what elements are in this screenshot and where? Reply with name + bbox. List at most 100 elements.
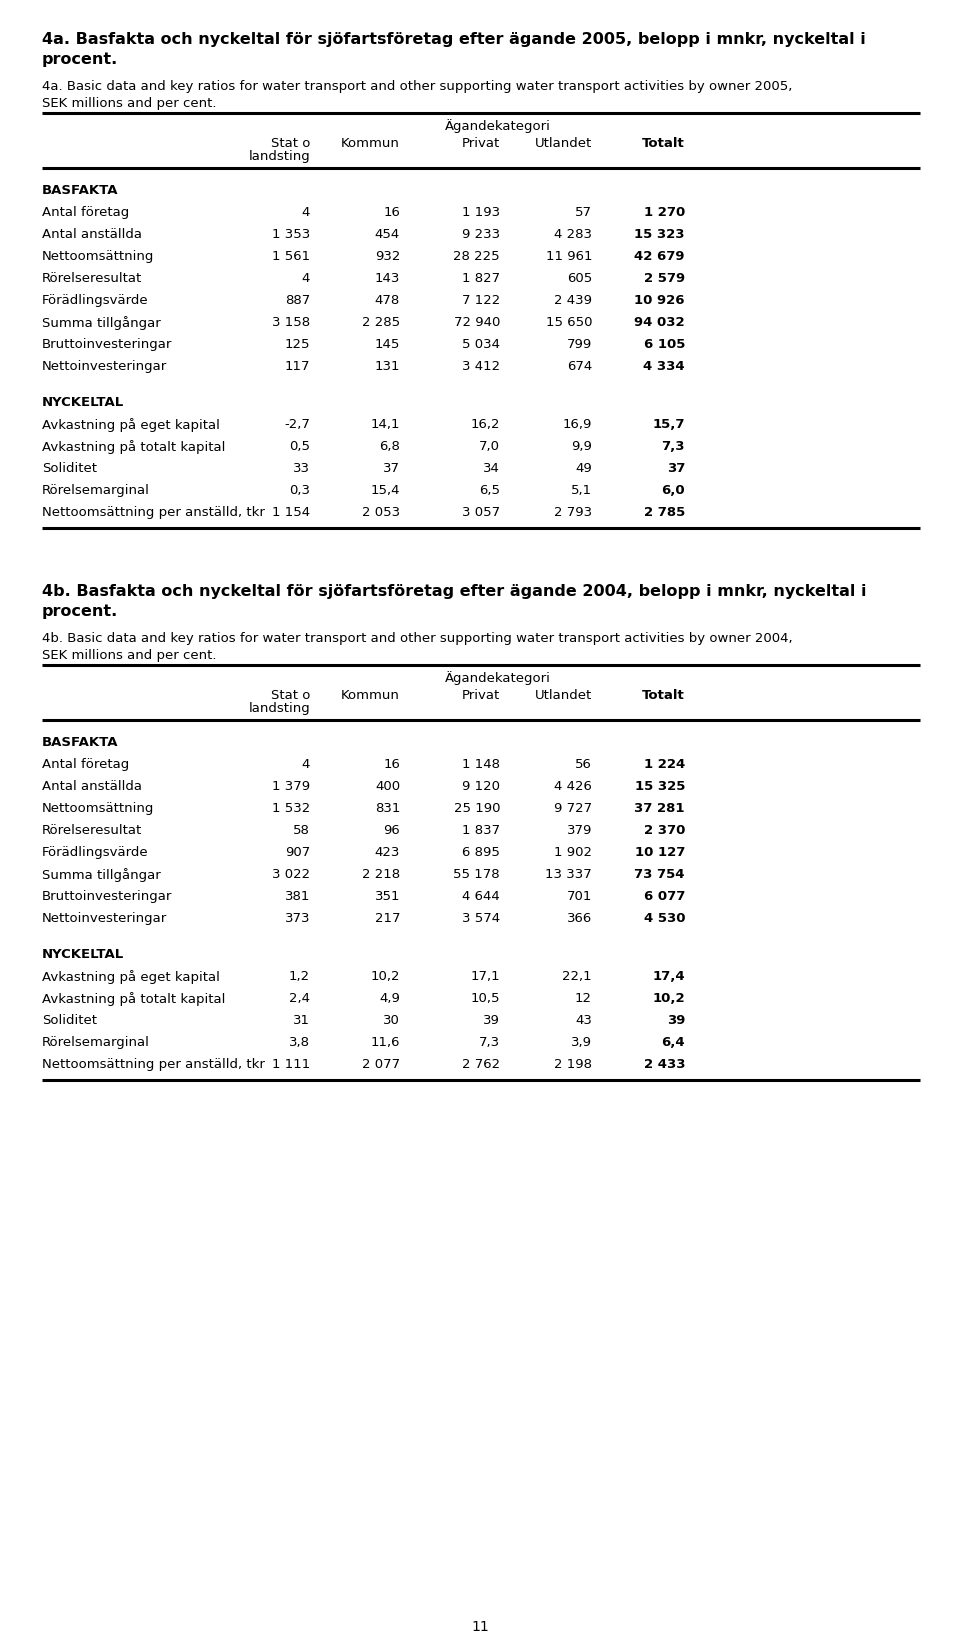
Text: Privat: Privat	[462, 690, 500, 701]
Text: 887: 887	[285, 295, 310, 308]
Text: 25 190: 25 190	[453, 802, 500, 815]
Text: Antal företag: Antal företag	[42, 759, 130, 770]
Text: 831: 831	[374, 802, 400, 815]
Text: Rörelseresultat: Rörelseresultat	[42, 825, 142, 838]
Text: 3 574: 3 574	[462, 912, 500, 925]
Text: 2 218: 2 218	[362, 867, 400, 881]
Text: procent.: procent.	[42, 53, 118, 67]
Text: 400: 400	[374, 780, 400, 793]
Text: 2 762: 2 762	[462, 1058, 500, 1072]
Text: 16,2: 16,2	[470, 418, 500, 431]
Text: Nettoinvesteringar: Nettoinvesteringar	[42, 912, 167, 925]
Text: 30: 30	[383, 1014, 400, 1027]
Text: Nettoomsättning per anställd, tkr: Nettoomsättning per anställd, tkr	[42, 1058, 265, 1072]
Text: 15 325: 15 325	[635, 780, 685, 793]
Text: 1,2: 1,2	[289, 969, 310, 983]
Text: 125: 125	[284, 337, 310, 351]
Text: SEK millions and per cent.: SEK millions and per cent.	[42, 649, 217, 662]
Text: 6 105: 6 105	[643, 337, 685, 351]
Text: Ägandekategori: Ägandekategori	[444, 672, 550, 685]
Text: Rörelsemarginal: Rörelsemarginal	[42, 484, 150, 497]
Text: Summa tillgångar: Summa tillgångar	[42, 316, 160, 329]
Text: 1 193: 1 193	[462, 206, 500, 219]
Text: Avkastning på totalt kapital: Avkastning på totalt kapital	[42, 439, 226, 454]
Text: 7,3: 7,3	[479, 1035, 500, 1049]
Text: 56: 56	[575, 759, 592, 770]
Text: 10,5: 10,5	[470, 993, 500, 1006]
Text: 351: 351	[374, 890, 400, 904]
Text: 4 644: 4 644	[463, 890, 500, 904]
Text: 49: 49	[575, 463, 592, 476]
Text: Kommun: Kommun	[341, 137, 400, 150]
Text: 37 281: 37 281	[635, 802, 685, 815]
Text: 145: 145	[374, 337, 400, 351]
Text: Bruttoinvesteringar: Bruttoinvesteringar	[42, 337, 173, 351]
Text: 379: 379	[566, 825, 592, 838]
Text: 1 148: 1 148	[462, 759, 500, 770]
Text: 31: 31	[293, 1014, 310, 1027]
Text: 11: 11	[471, 1620, 489, 1634]
Text: 2 785: 2 785	[644, 505, 685, 518]
Text: 1 561: 1 561	[272, 250, 310, 263]
Text: 17,4: 17,4	[653, 969, 685, 983]
Text: 373: 373	[284, 912, 310, 925]
Text: 55 178: 55 178	[453, 867, 500, 881]
Text: 2 285: 2 285	[362, 316, 400, 329]
Text: 6 895: 6 895	[462, 846, 500, 859]
Text: 3,9: 3,9	[571, 1035, 592, 1049]
Text: 117: 117	[284, 360, 310, 374]
Text: 9,9: 9,9	[571, 439, 592, 453]
Text: 1 902: 1 902	[554, 846, 592, 859]
Text: 6 077: 6 077	[643, 890, 685, 904]
Text: 10 926: 10 926	[635, 295, 685, 308]
Text: 33: 33	[293, 463, 310, 476]
Text: Ägandekategori: Ägandekategori	[444, 119, 550, 133]
Text: 17,1: 17,1	[470, 969, 500, 983]
Text: 932: 932	[374, 250, 400, 263]
Text: 10 127: 10 127	[635, 846, 685, 859]
Text: 15,7: 15,7	[653, 418, 685, 431]
Text: 1 154: 1 154	[272, 505, 310, 518]
Text: 15 323: 15 323	[635, 229, 685, 240]
Text: 454: 454	[374, 229, 400, 240]
Text: 423: 423	[374, 846, 400, 859]
Text: Soliditet: Soliditet	[42, 1014, 97, 1027]
Text: 7,0: 7,0	[479, 439, 500, 453]
Text: Utlandet: Utlandet	[535, 690, 592, 701]
Text: Avkastning på eget kapital: Avkastning på eget kapital	[42, 418, 220, 431]
Text: Antal anställda: Antal anställda	[42, 229, 142, 240]
Text: 10,2: 10,2	[371, 969, 400, 983]
Text: 9 727: 9 727	[554, 802, 592, 815]
Text: 1 111: 1 111	[272, 1058, 310, 1072]
Text: 907: 907	[285, 846, 310, 859]
Text: Bruttoinvesteringar: Bruttoinvesteringar	[42, 890, 173, 904]
Text: 73 754: 73 754	[635, 867, 685, 881]
Text: 1 224: 1 224	[644, 759, 685, 770]
Text: 2 793: 2 793	[554, 505, 592, 518]
Text: 1 353: 1 353	[272, 229, 310, 240]
Text: 57: 57	[575, 206, 592, 219]
Text: Totalt: Totalt	[642, 137, 685, 150]
Text: 10,2: 10,2	[653, 993, 685, 1006]
Text: Utlandet: Utlandet	[535, 137, 592, 150]
Text: 701: 701	[566, 890, 592, 904]
Text: Rörelsemarginal: Rörelsemarginal	[42, 1035, 150, 1049]
Text: 2 433: 2 433	[643, 1058, 685, 1072]
Text: 13 337: 13 337	[545, 867, 592, 881]
Text: 96: 96	[383, 825, 400, 838]
Text: Förädlingsvärde: Förädlingsvärde	[42, 295, 149, 308]
Text: 4 334: 4 334	[643, 360, 685, 374]
Text: Kommun: Kommun	[341, 690, 400, 701]
Text: 39: 39	[483, 1014, 500, 1027]
Text: landsting: landsting	[249, 150, 310, 163]
Text: 0,3: 0,3	[289, 484, 310, 497]
Text: 4 283: 4 283	[554, 229, 592, 240]
Text: 1 270: 1 270	[644, 206, 685, 219]
Text: 3,8: 3,8	[289, 1035, 310, 1049]
Text: 4,9: 4,9	[379, 993, 400, 1006]
Text: 4 530: 4 530	[643, 912, 685, 925]
Text: Summa tillgångar: Summa tillgångar	[42, 867, 160, 882]
Text: 2 439: 2 439	[554, 295, 592, 308]
Text: 4a. Basfakta och nyckeltal för sjöfartsföretag efter ägande 2005, belopp i mnkr,: 4a. Basfakta och nyckeltal för sjöfartsf…	[42, 31, 866, 48]
Text: 11,6: 11,6	[371, 1035, 400, 1049]
